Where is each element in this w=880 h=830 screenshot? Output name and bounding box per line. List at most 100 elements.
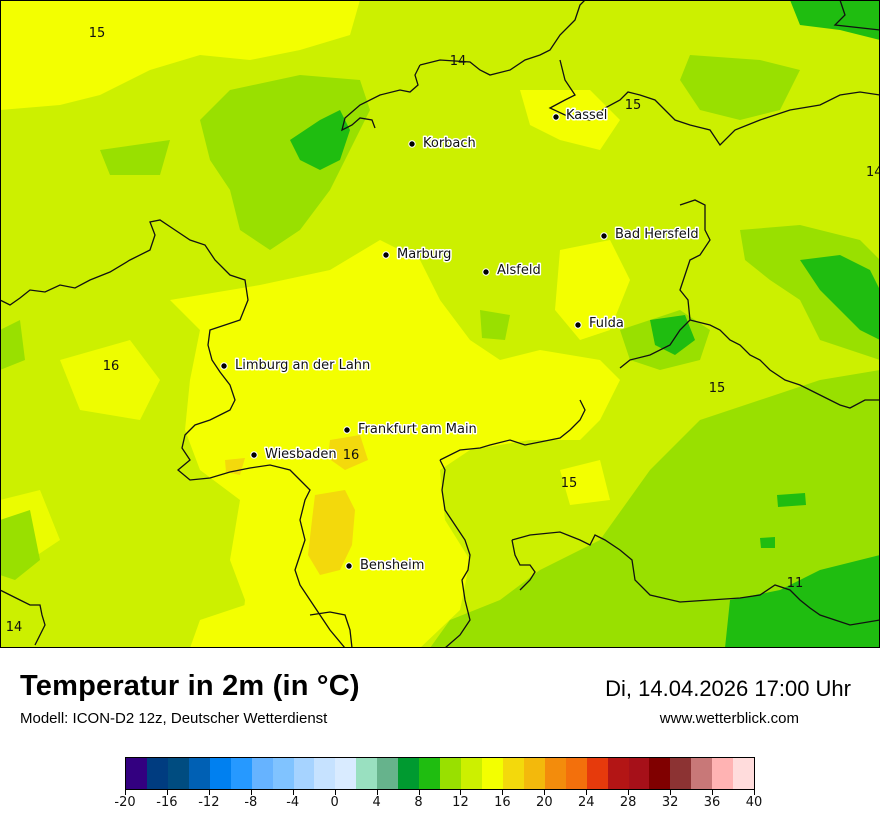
iso-label: 14 xyxy=(866,165,880,180)
city-label: Korbach xyxy=(423,136,476,151)
colorbar-tick xyxy=(250,790,252,795)
colorbar-tick xyxy=(712,790,714,795)
colorbar-segment xyxy=(230,758,252,789)
colorbar-tick-label: 36 xyxy=(703,795,721,810)
state-borders xyxy=(0,0,880,648)
colorbar-segment xyxy=(440,758,461,789)
city-dot-icon xyxy=(600,232,608,240)
colorbar-tick-label: 24 xyxy=(577,795,595,810)
colorbar-tick-label: 16 xyxy=(494,795,511,810)
colorbar-segment xyxy=(356,758,378,789)
city-label: Alsfeld xyxy=(497,263,541,278)
isoline-labels: 15 14 15 14 16 15 16 15 11 14 xyxy=(6,26,880,635)
iso-label: 15 xyxy=(625,98,642,113)
city-label: Kassel xyxy=(566,108,607,123)
city-label: Bad Hersfeld xyxy=(615,227,699,242)
colorbar-tick xyxy=(460,790,462,795)
colorbar-segment xyxy=(419,758,441,789)
colorbar-tick-label: -4 xyxy=(286,795,300,810)
colorbar-segment xyxy=(733,758,755,789)
colorbar-tick xyxy=(292,790,294,795)
colorbar-tick-label: 32 xyxy=(661,795,679,810)
colorbar-tick-label: -20 xyxy=(114,795,136,810)
colorbar-segment xyxy=(586,758,608,789)
colorbar-tick xyxy=(125,790,126,795)
colorbar-segment xyxy=(649,758,671,789)
city-kassel[interactable]: Kassel xyxy=(552,107,609,125)
colorbar-tick-label: -12 xyxy=(198,795,220,810)
colorbar-tick-label: 12 xyxy=(452,795,469,810)
city-dot-icon xyxy=(552,113,560,121)
colorbar-segment xyxy=(461,758,482,789)
city-label: Frankfurt am Main xyxy=(358,422,477,437)
colorbar-tick xyxy=(754,790,755,795)
colorbar-segment xyxy=(628,758,650,789)
colorbar-tick xyxy=(586,790,588,795)
city-alsfeld[interactable]: Alsfeld xyxy=(482,262,542,280)
iso-label: 15 xyxy=(561,476,578,491)
colorbar-tick-label: 20 xyxy=(536,795,553,810)
city-dot-icon xyxy=(343,426,351,434)
colorbar-tick xyxy=(376,790,378,795)
colorbar-tick xyxy=(670,790,672,795)
city-wiesbaden[interactable]: Wiesbaden xyxy=(250,446,338,464)
colorbar-tick xyxy=(418,790,420,795)
city-markers: Kassel Korbach Bad Hersfeld Marburg Alsf… xyxy=(220,107,700,575)
colorbar-ticks: -20 -16 -12 -8 -4 0 4 8 12 16 20 24 28 32 36 40 xyxy=(114,790,762,820)
city-dot-icon xyxy=(408,140,416,148)
city-marburg[interactable]: Marburg xyxy=(382,246,453,264)
colorbar-segment xyxy=(335,758,357,789)
temperature-colorbar xyxy=(125,757,755,790)
colorbar-segment xyxy=(691,758,713,789)
map-title: Temperatur in 2m (in °C) xyxy=(20,670,360,702)
colorbar-tick-label: 40 xyxy=(745,795,763,810)
colorbar-tick xyxy=(334,790,336,795)
city-limburg-an-der-lahn[interactable]: Limburg an der Lahn xyxy=(220,357,372,375)
city-dot-icon xyxy=(250,451,258,459)
city-label: Fulda xyxy=(589,316,624,331)
temperature-band-18-20 xyxy=(225,435,368,575)
city-label: Marburg xyxy=(397,247,451,262)
iso-label: 16 xyxy=(343,448,360,463)
colorbar-tick xyxy=(628,790,630,795)
city-dot-icon xyxy=(220,362,228,370)
city-label: Wiesbaden xyxy=(265,447,337,462)
city-korbach[interactable]: Korbach xyxy=(408,135,477,153)
city-frankfurt-am-main[interactable]: Frankfurt am Main xyxy=(343,421,478,439)
city-bad-hersfeld[interactable]: Bad Hersfeld xyxy=(600,226,700,244)
city-label: Limburg an der Lahn xyxy=(235,358,370,373)
colorbar-segment xyxy=(126,758,147,789)
colorbar-tick-label: 8 xyxy=(414,795,423,810)
iso-label: 14 xyxy=(450,54,467,69)
colorbar-segment xyxy=(293,758,315,789)
city-fulda[interactable]: Fulda xyxy=(574,315,625,333)
colorbar-segment xyxy=(502,758,524,789)
colorbar-tick xyxy=(502,790,504,795)
iso-label: 14 xyxy=(6,620,23,635)
valid-datetime: Di, 14.04.2026 17:00 Uhr xyxy=(605,676,851,701)
colorbar-tick-label: 0 xyxy=(330,795,339,810)
colorbar-tick-label: 28 xyxy=(619,795,637,810)
colorbar-segment xyxy=(712,758,734,789)
colorbar-tick xyxy=(166,790,168,795)
colorbar-tick-label: -8 xyxy=(244,795,258,810)
colorbar-tick-label: -16 xyxy=(156,795,178,810)
colorbar-segment xyxy=(209,758,231,789)
colorbar-segment xyxy=(607,758,629,789)
city-bensheim[interactable]: Bensheim xyxy=(345,557,426,575)
website-link[interactable]: www.wetterblick.com xyxy=(659,710,799,727)
colorbar-segment xyxy=(481,758,503,789)
iso-label: 16 xyxy=(103,359,120,374)
colorbar-segment xyxy=(544,758,566,789)
colorbar-segment xyxy=(188,758,210,789)
model-subtitle: Modell: ICON-D2 12z, Deutscher Wetterdie… xyxy=(20,710,328,727)
colorbar-segment xyxy=(167,758,189,789)
colorbar-segment xyxy=(314,758,336,789)
city-dot-icon xyxy=(574,321,582,329)
colorbar-segment xyxy=(523,758,545,789)
colorbar-segment xyxy=(146,758,168,789)
city-dot-icon xyxy=(482,268,490,276)
colorbar-tick-label: 4 xyxy=(372,795,381,810)
colorbar-segment xyxy=(251,758,273,789)
colorbar-segment xyxy=(377,758,399,789)
